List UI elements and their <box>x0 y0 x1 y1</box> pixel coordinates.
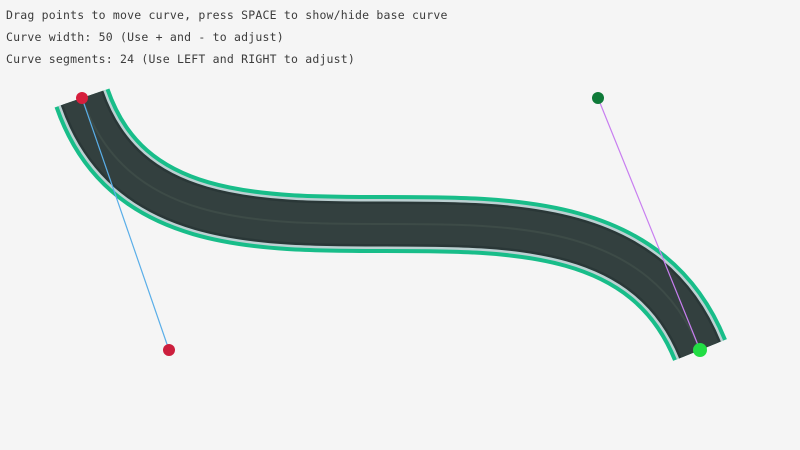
control-start[interactable] <box>163 344 175 356</box>
anchor-start[interactable] <box>76 92 88 104</box>
control-end[interactable] <box>592 92 604 104</box>
road-curve <box>54 87 727 362</box>
anchor-end[interactable] <box>693 343 707 357</box>
handle-lines <box>81 97 701 351</box>
control-points[interactable] <box>76 92 707 357</box>
handle-line-end <box>597 97 701 351</box>
handle-line-start <box>81 97 170 351</box>
center-line-layer <box>81 97 701 351</box>
